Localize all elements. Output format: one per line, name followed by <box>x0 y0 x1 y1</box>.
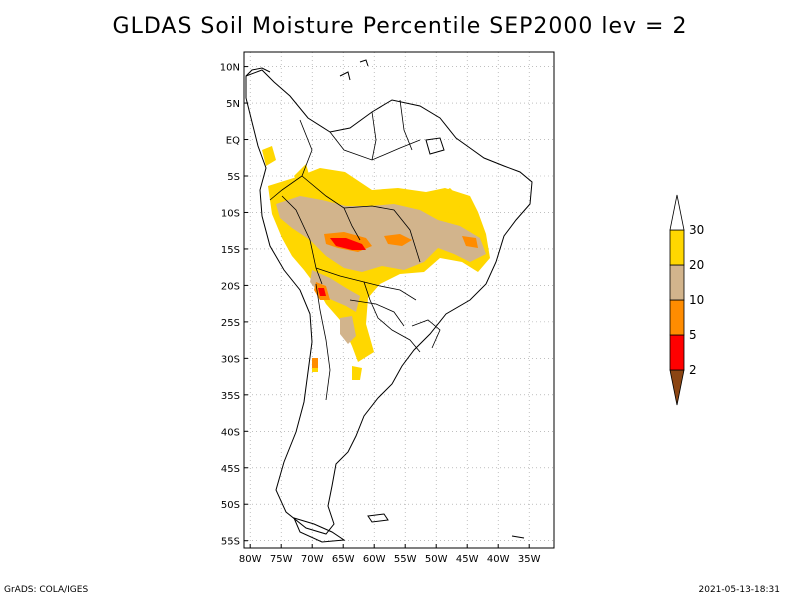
lat-tick-label: 30S <box>221 354 240 365</box>
lat-tick-label: 45S <box>221 464 240 475</box>
map-frame <box>243 51 555 549</box>
country-borders <box>269 99 441 401</box>
lon-tick-label: 40W <box>487 554 510 565</box>
map-gridlines <box>244 52 554 548</box>
lon-tick-label: 70W <box>301 554 324 565</box>
chart-title: GLDAS Soil Moisture Percentile SEP2000 l… <box>112 14 688 39</box>
footer-credit: GrADS: COLA/IGES <box>4 585 89 595</box>
continent-outline <box>245 59 533 543</box>
colorbar-level-label: 20 <box>689 258 704 272</box>
lat-tick-label: 10S <box>221 208 240 219</box>
lat-tick-label: 25S <box>221 318 240 329</box>
colorbar-segment <box>669 264 685 301</box>
lon-tick-label: 75W <box>270 554 293 565</box>
colorbar-segment <box>669 299 685 336</box>
latitude-tick-labels: 10N 5N EQ 5S 10S 15S 20S 25S 30S 35S 40S 45S 50S 55S <box>220 63 248 548</box>
colorbar-segment <box>669 334 685 371</box>
lon-tick-label: 35W <box>518 554 541 565</box>
lon-tick-label: 65W <box>332 554 355 565</box>
lon-tick-label: 80W <box>239 554 262 565</box>
colorbar-level-label: 30 <box>689 223 704 237</box>
colorbar-level-label: 5 <box>689 328 697 342</box>
lat-tick-label: 40S <box>221 427 240 438</box>
lat-tick-label: EQ <box>226 136 240 147</box>
colorbar-level-label: 10 <box>689 293 704 307</box>
colorbar-level-label: 2 <box>689 363 697 377</box>
colorbar-legend: 2 5 10 20 30 <box>669 194 704 406</box>
lat-tick-label: 5S <box>227 172 240 183</box>
colorbar-segment <box>669 229 685 266</box>
lon-tick-label: 45W <box>456 554 479 565</box>
lat-tick-label: 15S <box>221 245 240 256</box>
lat-tick-label: 10N <box>220 63 240 74</box>
soil-moisture-shading <box>262 146 490 380</box>
lat-tick-label: 20S <box>221 281 240 292</box>
lon-tick-label: 50W <box>425 554 448 565</box>
lon-tick-label: 55W <box>394 554 417 565</box>
footer-timestamp: 2021-05-13-18:31 <box>698 585 781 595</box>
colorbar-bottom-triangle <box>669 369 685 406</box>
lon-tick-label: 60W <box>363 554 386 565</box>
shading-2-5 <box>318 238 366 296</box>
colorbar-top-triangle <box>669 194 685 231</box>
lat-tick-label: 50S <box>221 500 240 511</box>
lat-tick-label: 35S <box>221 391 240 402</box>
longitude-tick-labels: 80W 75W 70W 65W 60W 55W 50W 45W 40W 35W <box>239 544 541 565</box>
shading-10-20 <box>276 196 486 344</box>
lat-tick-label: 5N <box>226 99 240 110</box>
lat-tick-label: 55S <box>221 537 240 548</box>
